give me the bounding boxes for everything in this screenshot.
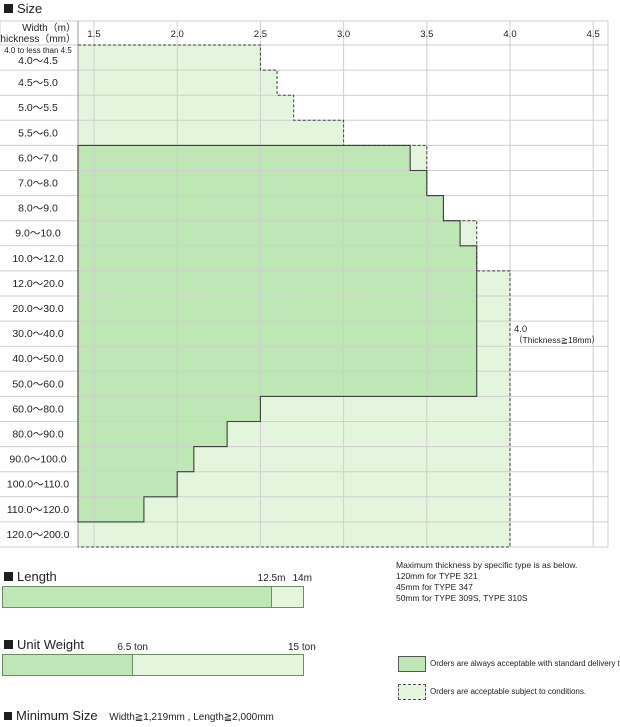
legend-conditional-swatch (398, 684, 426, 700)
x-tick-label: 3.0 (337, 29, 350, 40)
annotation-condition: （Thickness≧18mm） (514, 335, 601, 345)
size-title-text: Size (17, 1, 43, 16)
note-line: 120mm for TYPE 321 (396, 571, 478, 581)
x-tick-label: 4.5 (587, 29, 600, 40)
conditional-cell (78, 496, 510, 523)
standard-cell (78, 321, 477, 347)
section-marker-icon (4, 4, 13, 13)
legend-standard-swatch (398, 656, 426, 672)
thickness-row-label: 40.0～50.0 (12, 353, 64, 365)
thickness-row-label: 12.0～20.0 (12, 278, 64, 290)
area-outlines (77, 44, 511, 548)
x-tick-label: 1.5 (87, 29, 100, 40)
standard-cell (78, 145, 411, 171)
thickness-row-label: 4.5～5.0 (18, 77, 58, 89)
x-tick-label: 4.0 (503, 29, 516, 40)
max-thickness-notes: Maximum thickness by specific type is as… (396, 560, 577, 604)
x-tick-label: 2.5 (254, 29, 267, 40)
thickness-row-label: 90.0～100.0 (9, 454, 66, 466)
conditional-cell (78, 521, 510, 548)
minimum-size-section-title: Minimum Size Width≧1,219mm , Length≧2,00… (4, 708, 274, 723)
thickness-row-label: 30.0～40.0 (12, 328, 64, 340)
thickness-row-label: 7.0～8.0 (18, 178, 58, 190)
standard-cell (78, 270, 477, 297)
conditional-cell (78, 45, 261, 71)
thickness-row-label: 9.0～10.0 (15, 228, 61, 240)
annotation-value: 4.0 (514, 324, 528, 335)
weight-standard-label: 6.5 ton (117, 642, 148, 653)
legend-standard-text: Orders are always acceptable with standa… (430, 659, 620, 668)
standard-cell (78, 471, 178, 498)
note-line: 45mm for TYPE 347 (396, 582, 473, 592)
conditional-cell (78, 120, 344, 146)
length-standard-label: 12.5m (257, 573, 286, 584)
length-max-label: 14m (292, 573, 312, 584)
conditional-area-outline (78, 44, 511, 548)
unit-weight-bar (2, 654, 306, 676)
section-marker-icon (4, 640, 13, 649)
legend-conditional-text: Orders are acceptable subject to conditi… (430, 687, 587, 696)
x-tick-label: 3.5 (420, 29, 433, 40)
thickness-row-label: 50.0～60.0 (12, 378, 64, 390)
length-section-title: Length (4, 569, 57, 584)
standard-cell (78, 296, 477, 322)
standard-cell (78, 496, 144, 523)
width-axis-title: Width（m） (22, 22, 76, 34)
standard-cell (78, 371, 477, 397)
minimum-size-value: Width≧1,219mm , Length≧2,000mm (109, 712, 274, 723)
thickness-row-label: 6.0～7.0 (18, 152, 58, 164)
thickness-row-label: 4.0～4.5 (18, 55, 58, 67)
thickness-row-label: 10.0～12.0 (12, 253, 64, 265)
thickness-row-label: 100.0～110.0 (7, 479, 69, 491)
length-standard-bar (2, 586, 272, 608)
weight-max-label: 15 ton (288, 642, 316, 653)
weight-standard-bar (2, 654, 133, 676)
x-axis-ticks: 1.5 2.0 2.5 3.0 3.5 4.0 4.5 (87, 29, 599, 40)
thickness-row-label: 20.0～30.0 (12, 303, 64, 315)
thickness-row-label: 120.0～200.0 (6, 529, 69, 541)
thickness-row-label: 8.0～9.0 (18, 203, 58, 215)
standard-cell (78, 245, 477, 272)
unit-weight-section-title: Unit Weight (4, 637, 84, 652)
width-limit-annotation: 4.0 （Thickness≧18mm） (514, 324, 600, 346)
thickness-axis-title: Thickness（mm） (0, 33, 76, 45)
standard-cell (78, 170, 427, 197)
notes-heading: Maximum thickness by specific type is as… (396, 560, 578, 570)
standard-cell (78, 446, 194, 473)
standard-cell (78, 396, 261, 422)
row-labels: 4.0～4.5 4.5～5.0 5.0～5.5 5.5～6.0 6.0～7.0 7.0～8… (6, 55, 69, 541)
size-availability-chart: 1.5 2.0 2.5 3.0 3.5 4.0 4.5 4.0～4.5 4.5～5.0 5.0～… (0, 20, 609, 548)
length-bar (2, 586, 306, 608)
thickness-row-label: 110.0～120.0 (7, 504, 69, 516)
note-line: 50mm for TYPE 309S, TYPE 310S (396, 593, 528, 603)
thickness-row-label: 5.0～5.5 (18, 102, 58, 114)
length-title-text: Length (17, 569, 57, 584)
thickness-row-label: 80.0～90.0 (12, 429, 64, 441)
first-row-sub-label: 4.0 to less than 4.5 (4, 46, 72, 55)
size-section-title: Size (4, 1, 42, 16)
unit-weight-title-text: Unit Weight (17, 637, 84, 652)
section-marker-icon (4, 572, 13, 581)
minimum-size-title-text: Minimum Size (16, 708, 98, 723)
standard-cell (78, 346, 477, 372)
conditional-cell (78, 95, 294, 121)
standard-cell (78, 220, 461, 247)
section-marker-icon (4, 712, 12, 720)
thickness-row-label: 60.0～80.0 (12, 403, 64, 415)
standard-cell (78, 421, 228, 448)
x-tick-label: 2.0 (171, 29, 184, 40)
thickness-row-label: 5.5～6.0 (18, 127, 58, 139)
